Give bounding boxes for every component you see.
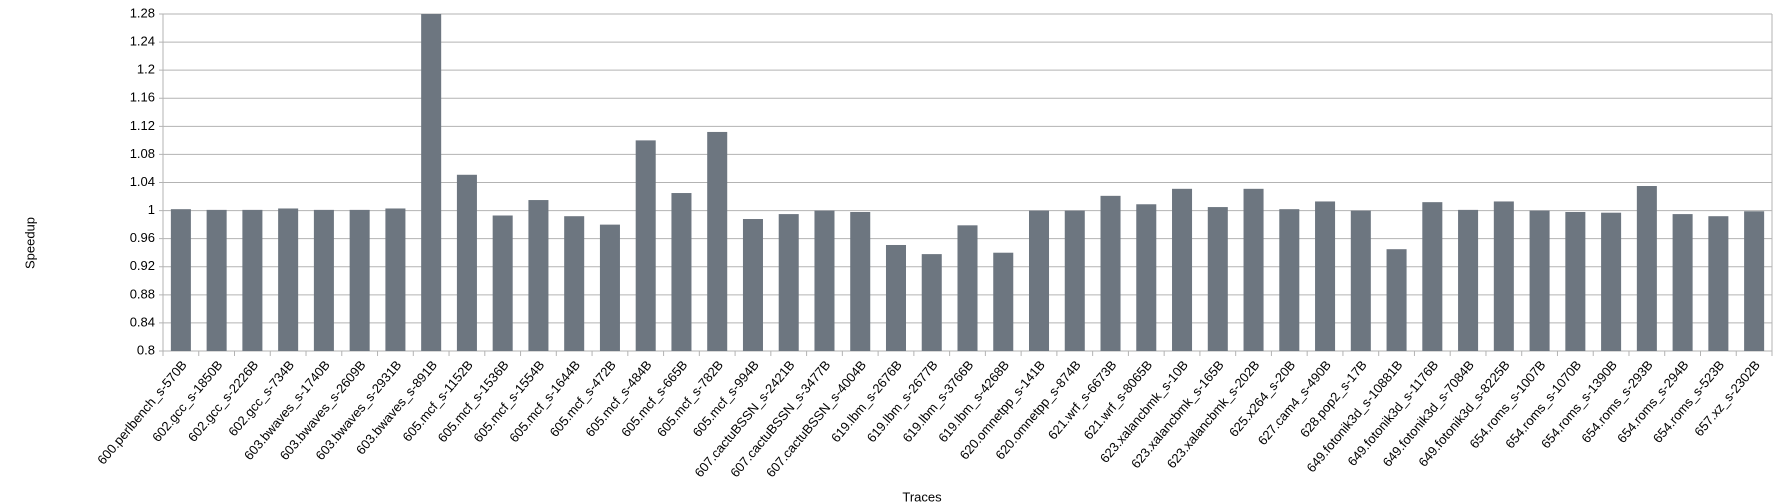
bar (564, 216, 585, 351)
bar (1386, 249, 1407, 351)
bar (242, 209, 263, 351)
bar (385, 208, 406, 351)
y-tick-label: 0.96 (130, 230, 155, 245)
bar (1422, 202, 1443, 351)
bar (1207, 207, 1228, 351)
bar (278, 208, 299, 351)
x-tick-label: 657.xz_s-2302B (1691, 357, 1763, 439)
bar (921, 254, 942, 351)
y-tick-label: 0.84 (130, 314, 155, 329)
bar (599, 224, 620, 351)
bar (1636, 186, 1657, 351)
bar (528, 200, 549, 351)
bar (850, 211, 871, 351)
bar (1601, 212, 1622, 351)
y-tick-label: 1.24 (130, 34, 155, 49)
y-tick-label: 1.16 (130, 90, 155, 105)
y-tick-label: 1.04 (130, 174, 155, 189)
y-tick-label: 0.92 (130, 258, 155, 273)
bar (742, 219, 763, 351)
bar (1458, 209, 1479, 351)
y-tick-label: 1.28 (130, 5, 155, 20)
y-tick-label: 0.8 (137, 342, 155, 357)
bar (313, 209, 334, 351)
bar (1493, 201, 1514, 351)
y-axis-title: Speedup (22, 217, 37, 269)
bar (885, 244, 907, 351)
y-tick-label: 0.88 (130, 286, 155, 301)
bar (993, 252, 1014, 351)
bar (1243, 188, 1264, 351)
bar (1672, 214, 1693, 351)
bar (671, 193, 692, 351)
bar (1279, 209, 1300, 351)
bar (1028, 210, 1050, 351)
bar (1708, 216, 1729, 351)
bar (814, 210, 835, 351)
bar (1136, 204, 1157, 351)
bar (1744, 211, 1765, 351)
bar (707, 131, 728, 351)
bar (349, 209, 370, 351)
x-axis-title: Traces (902, 489, 942, 502)
bar (1529, 210, 1550, 351)
bar (635, 140, 656, 351)
bar (1565, 211, 1586, 351)
bar (206, 209, 227, 351)
bar (1350, 210, 1371, 351)
bar (1315, 201, 1336, 351)
bar (1100, 195, 1121, 351)
bar (957, 225, 978, 351)
y-tick-label: 1 (148, 202, 155, 217)
y-tick-label: 1.08 (130, 146, 155, 161)
bar (1064, 210, 1085, 351)
bar (456, 174, 477, 351)
y-tick-label: 1.12 (130, 118, 155, 133)
bar (778, 214, 799, 351)
bar (170, 209, 191, 351)
bar (1172, 188, 1193, 351)
bar (421, 14, 442, 351)
y-tick-label: 1.2 (137, 62, 155, 77)
bar (492, 215, 513, 351)
